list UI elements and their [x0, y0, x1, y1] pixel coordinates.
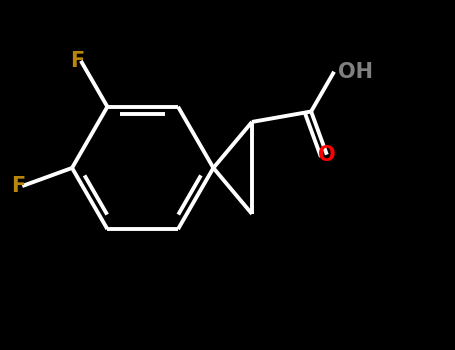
Text: OH: OH [338, 62, 373, 82]
Text: O: O [318, 145, 336, 164]
Text: F: F [70, 51, 85, 71]
Text: F: F [11, 176, 26, 196]
